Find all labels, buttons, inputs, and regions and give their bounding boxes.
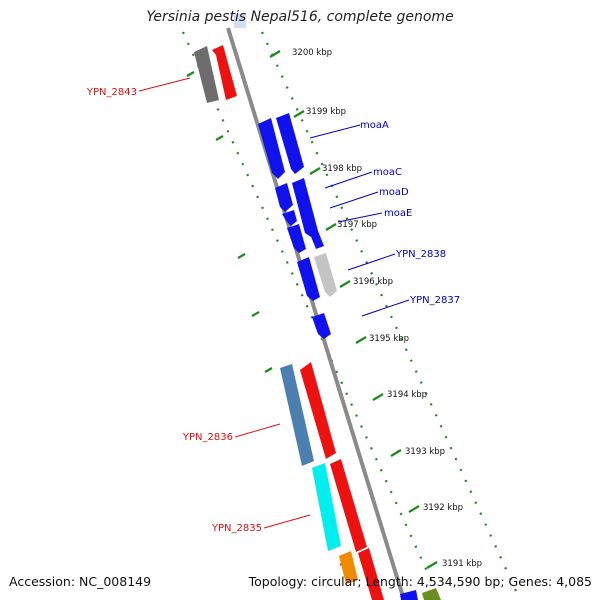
gene-ypn2843-gray	[194, 46, 219, 103]
right-label-connectors	[309, 124, 410, 317]
tick-label: 3198 kbp	[322, 164, 362, 174]
gene-label-ypn2837: YPN_2837	[409, 295, 460, 306]
gene-label-moaE: moaE	[384, 208, 412, 219]
gene-moaC	[275, 183, 293, 212]
gene-label-ypn2835: YPN_2835	[211, 523, 262, 534]
tick-label: 3192 kbp	[423, 503, 463, 513]
gene-moaE	[287, 224, 306, 253]
gene-ypn2838-gray	[314, 253, 337, 297]
gene-label-ypn2838: YPN_2838	[395, 249, 446, 260]
gene-features	[194, 45, 441, 600]
topology-text: Topology: circular; Length: 4,534,590 bp…	[248, 574, 592, 589]
gene-orange	[339, 551, 358, 584]
gene-blue-bottom	[400, 590, 418, 600]
outer-tick-ring	[181, 31, 442, 600]
gene-label-moaD: moaD	[379, 187, 409, 198]
tick-label: 3199 kbp	[306, 107, 346, 117]
tick-label: 3194 kbp	[387, 390, 427, 400]
gene-ypn2836-red	[300, 362, 336, 459]
gene-label-ypn2843: YPN_2843	[86, 87, 137, 98]
gene-green-bottom	[422, 588, 441, 600]
tick-label: 3196 kbp	[353, 277, 393, 287]
scale-ticks	[269, 50, 438, 569]
gene-label-moaA: moaA	[360, 120, 389, 131]
gene-moaD	[282, 210, 297, 226]
tick-label: 3193 kbp	[405, 447, 445, 457]
left-label-connectors	[138, 77, 311, 529]
backbone	[226, 14, 406, 600]
accession-label: Accession: NC_008149	[9, 574, 152, 589]
gene-ypn2836-steelblue	[280, 364, 314, 466]
map-title: Yersinia pestis Nepal516, complete genom…	[146, 9, 454, 25]
topology-label: Topology: circular; Length: 4,534,590 bp…	[249, 574, 592, 589]
gene-moaA-2	[276, 113, 304, 174]
gene-ypn2835-red	[330, 459, 367, 552]
tick-label: 3191 kbp	[442, 559, 482, 569]
gene-ypn2838-blue	[297, 257, 320, 301]
inner-tick-ring	[260, 31, 522, 600]
gene-ypn2835-cyan	[312, 463, 341, 551]
gene-label-ypn2836: YPN_2836	[182, 432, 233, 443]
tick-label: 3195 kbp	[369, 334, 409, 344]
gene-moaA-1	[258, 118, 285, 179]
tick-label: 3200 kbp	[292, 48, 332, 58]
tick-label: 3197 kbp	[337, 220, 377, 230]
scale-tick-labels: 3200 kbp 3199 kbp 3198 kbp 3197 kbp 3196…	[292, 48, 482, 569]
gene-moaC-2	[292, 178, 318, 237]
gene-label-moaC: moaC	[373, 167, 402, 178]
gene-moaE-2	[308, 226, 324, 249]
gene-red-bottom	[358, 548, 384, 600]
gene-ypn2843-red	[212, 45, 237, 100]
left-gene-labels: YPN_2843 YPN_2836 YPN_2835	[86, 87, 262, 534]
gene-ypn2837	[312, 313, 331, 339]
right-gene-labels: moaA moaC moaD moaE YPN_2838 YPN_2837	[360, 120, 460, 306]
